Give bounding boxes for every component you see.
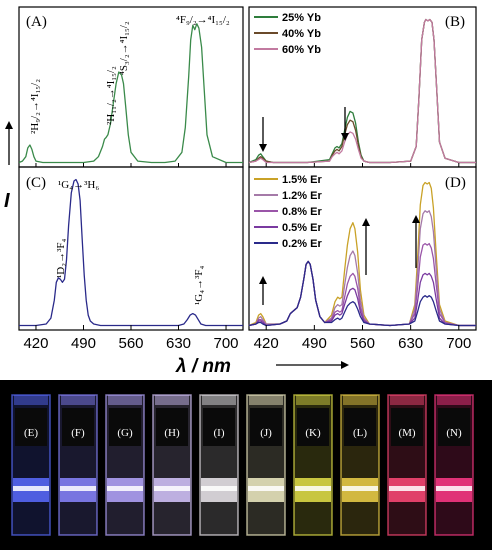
cuvette-label: (N) <box>446 427 462 439</box>
legend-d-label-1: 1.2% Er <box>282 190 322 202</box>
cuvette-label: (F) <box>71 427 85 439</box>
x-tick-label-d-4: 700 <box>446 335 471 352</box>
cuvette-row: (E) (F) (G) (H) (I) (J) (K) (L) (M) (N) <box>11 394 474 536</box>
series-layer <box>18 18 476 327</box>
cuvette-label: (L) <box>353 427 367 439</box>
cuvette-label: (J) <box>260 427 272 439</box>
x-tick-label-d-2: 560 <box>350 335 375 352</box>
cuvette-glow-core <box>13 486 49 491</box>
x-tick-label-d-1: 490 <box>302 335 327 352</box>
cuvette-glow-core <box>295 486 331 491</box>
legend-d-label-0: 1.5% Er <box>282 174 322 186</box>
legend-d-label-2: 0.8% Er <box>282 206 322 218</box>
cuvette-cap <box>390 395 424 405</box>
x-tick-label-d-0: 420 <box>254 335 279 352</box>
cuvette: (I) <box>199 394 239 536</box>
panel-c-frame <box>18 166 244 331</box>
cuvette-cap <box>296 395 330 405</box>
cuvette-label-area <box>297 408 329 446</box>
cuvette-label-area <box>156 408 188 446</box>
panel-a-label: (A) <box>26 14 47 30</box>
cuvette: (G) <box>105 394 145 536</box>
annotation-a-2h9: ²H₉/₂→⁴I₁₅/₂ <box>29 79 41 134</box>
x-tick-label-d-3: 630 <box>398 335 423 352</box>
legend-d: 1.5% Er 1.2% Er 0.8% Er 0.5% Er 0.2% Er <box>254 174 322 250</box>
cuvette-label: (E) <box>24 427 38 439</box>
cuvette: (M) <box>387 394 427 536</box>
annotation-a-4s3: ⁴S₃/₂→⁴I₁₅/₂ <box>118 21 130 75</box>
annotation-c-1g4-3f4: ¹G₄→³F₄ <box>193 266 205 305</box>
x-tick-label-c-2: 560 <box>118 335 143 352</box>
legend-b-label-2: 60% Yb <box>282 44 321 56</box>
cuvette-glow-core <box>201 486 237 491</box>
cuvette: (H) <box>152 394 192 536</box>
annotation-c-1d2-3f4: ¹D₂→³F₄ <box>55 239 67 278</box>
panel-d-label: (D) <box>445 175 466 191</box>
cuvette-label: (I) <box>214 427 225 439</box>
annotation-a-4f9: ⁴F₉/₂→⁴I₁₅/₂ <box>176 14 230 26</box>
annotation-c-1g4-3h6: ¹G₄→³H₆ <box>58 179 99 191</box>
x-tick-label-c-0: 420 <box>23 335 48 352</box>
cuvette-cap <box>61 395 95 405</box>
cuvette-glow-core <box>154 486 190 491</box>
cuvette-label: (M) <box>398 427 415 439</box>
cuvette: (L) <box>340 394 380 536</box>
cuvette-cap <box>155 395 189 405</box>
series-line-c-0 <box>19 178 243 327</box>
x-axis-label: λ / nm <box>175 356 231 377</box>
x-tick-label-c-3: 630 <box>166 335 191 352</box>
cuvette-cap <box>249 395 283 405</box>
legend-b-label-1: 40% Yb <box>282 28 321 40</box>
cuvette-label-area <box>109 408 141 446</box>
annotation-a-2h11: ²H₁₁/₂→⁴I₁₅/₂ <box>105 66 117 125</box>
series-line-b-0 <box>248 18 476 164</box>
cuvette-label-area <box>250 408 282 446</box>
cuvette-label: (K) <box>305 427 321 439</box>
cuvette-cap <box>343 395 377 405</box>
cuvette-glow-core <box>342 486 378 491</box>
cuvette-label-area <box>438 408 470 446</box>
y-axis-label: I <box>4 190 10 212</box>
cuvette-label: (G) <box>117 427 133 439</box>
cuvette-glow-core <box>436 486 472 491</box>
cuvette-cap <box>14 395 48 405</box>
x-axis-ticks: 420 490 560 630 700 420 490 560 630 700 <box>23 163 471 352</box>
cuvette-label-area <box>344 408 376 446</box>
series-line-b-1 <box>248 18 476 164</box>
cuvette-glow-core <box>248 486 284 491</box>
panel-b-label: (B) <box>445 14 465 30</box>
cuvette-label-area <box>391 408 423 446</box>
cuvette: (N) <box>434 394 474 536</box>
x-tick-label-c-1: 490 <box>71 335 96 352</box>
cuvette-label-area <box>62 408 94 446</box>
series-line-d-4 <box>248 260 476 327</box>
cuvette: (J) <box>246 394 286 536</box>
legend-b-label-0: 25% Yb <box>282 12 321 24</box>
cuvette-glow-core <box>60 486 96 491</box>
cuvette-cap <box>108 395 142 405</box>
cuvette-cap <box>202 395 236 405</box>
series-line-a-0 <box>18 23 243 164</box>
cuvette: (F) <box>58 394 98 536</box>
cuvette-glow-core <box>389 486 425 491</box>
cuvette-cap <box>437 395 471 405</box>
panel-c-label: (C) <box>26 175 46 191</box>
series-line-d-0 <box>248 181 476 327</box>
cuvette-label-area <box>203 408 235 446</box>
cuvette-glow-core <box>107 486 143 491</box>
cuvette-label: (H) <box>164 427 180 439</box>
x-tick-label-c-4: 700 <box>214 335 239 352</box>
cuvette-label-area <box>15 408 47 446</box>
legend-d-label-4: 0.2% Er <box>282 238 322 250</box>
legend-d-label-3: 0.5% Er <box>282 222 322 234</box>
cuvette: (K) <box>293 394 333 536</box>
series-line-b-2 <box>248 18 476 164</box>
cuvette: (E) <box>11 394 51 536</box>
legend-b: 25% Yb 40% Yb 60% Yb <box>254 12 321 56</box>
